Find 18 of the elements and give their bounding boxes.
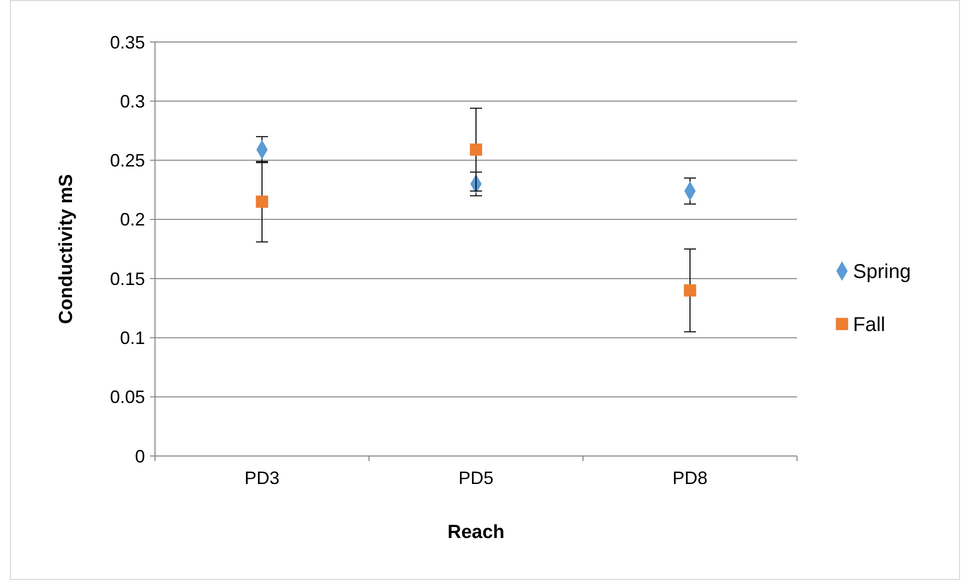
x-tick-label: PD8 bbox=[672, 468, 708, 488]
y-tick-label: 0.05 bbox=[110, 387, 145, 408]
point bbox=[470, 144, 482, 156]
x-tick-label: PD3 bbox=[244, 468, 280, 488]
y-tick-label: 0 bbox=[134, 446, 145, 466]
y-tick-label: 0.35 bbox=[110, 32, 145, 52]
x-tick-label: PD5 bbox=[458, 468, 494, 488]
y-tick-label: 0.15 bbox=[110, 268, 145, 289]
point bbox=[684, 284, 696, 297]
point bbox=[256, 196, 268, 208]
legend-label: Fall bbox=[853, 314, 886, 336]
x-axis-title: Reach bbox=[447, 522, 505, 543]
y-tick-label: 0.25 bbox=[110, 150, 145, 171]
y-tick-label: 0.1 bbox=[120, 328, 145, 348]
legend-label: Spring bbox=[853, 261, 911, 283]
y-tick-label: 0.2 bbox=[120, 210, 145, 230]
y-tick-label: 0.3 bbox=[120, 91, 145, 112]
y-axis-title: Conductivity mS bbox=[56, 174, 77, 324]
